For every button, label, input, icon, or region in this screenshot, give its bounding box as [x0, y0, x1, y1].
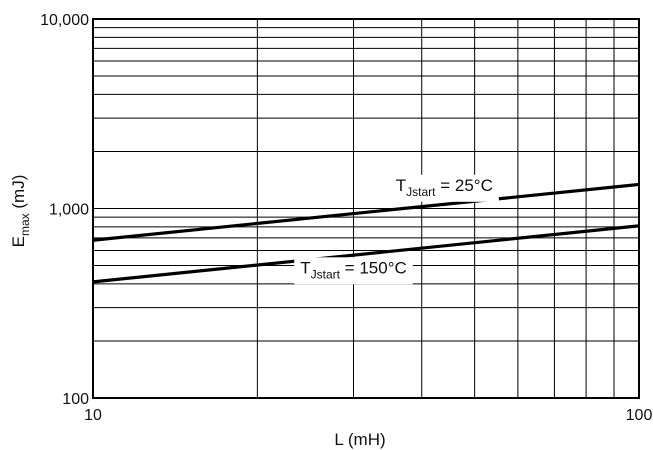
y-tick-label: 10,000 — [40, 12, 89, 29]
x-axis-title: L (mH) — [334, 430, 385, 449]
y-axis-title-sub: max — [18, 213, 32, 236]
y-axis-title-rest: (mJ) — [9, 175, 28, 214]
series-label-2: TJstart = 150°C — [300, 258, 407, 281]
series-label-1: TJstart = 25°C — [396, 176, 493, 199]
series-label-background — [294, 257, 413, 285]
series-label-rest: = 25°C — [436, 176, 493, 195]
x-tick-label: 100 — [626, 407, 653, 424]
y-tick-label: 1,000 — [49, 202, 89, 219]
y-tick-label: 100 — [62, 391, 89, 408]
series-label-sub: Jstart — [406, 185, 436, 199]
series-label-background — [389, 174, 499, 202]
y-axis-title: Emax (mJ) — [9, 175, 32, 248]
series-label-main: T — [396, 176, 406, 195]
series-label-rest: = 150°C — [340, 258, 407, 277]
plot-frame — [92, 18, 640, 399]
x-tick-label: 10 — [84, 407, 102, 424]
series-lines — [92, 182, 640, 284]
series-label-main: T — [300, 258, 310, 277]
grid — [93, 19, 639, 398]
series-line-1 — [92, 182, 640, 242]
series-label-sub: Jstart — [311, 267, 341, 281]
series-line-2 — [92, 224, 640, 284]
y-axis-title-main: E — [9, 236, 28, 247]
